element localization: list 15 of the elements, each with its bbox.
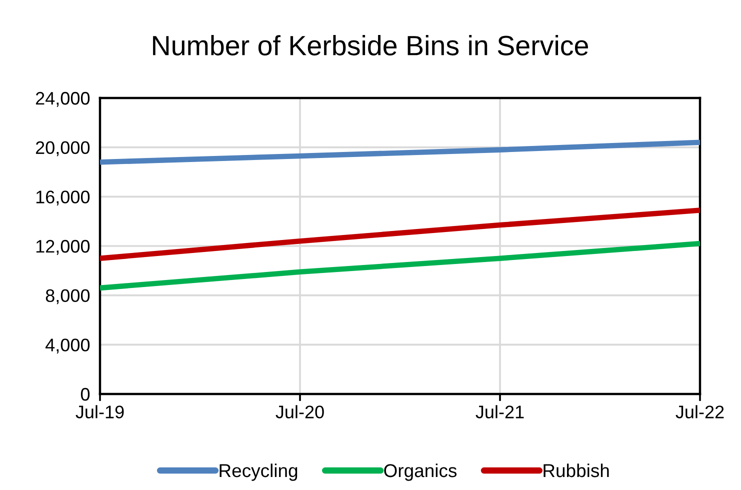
legend-label: Recycling [220,464,298,481]
y-tick-label: 8,000 [46,289,90,304]
chart-title: Number of Kerbside Bins in Service [153,35,588,56]
y-tick-label: 20,000 [36,141,90,156]
x-tick-label: Jul-22 [676,405,724,418]
x-tick-label: Jul-21 [476,405,524,418]
x-tick-label: Jul-19 [76,405,124,418]
y-tick-label: 12,000 [36,240,90,255]
y-tick-label: 16,000 [36,190,90,206]
legend-label: Organics [384,464,457,481]
x-tick-label: Jul-20 [276,405,324,418]
y-tick-label: 0 [80,388,90,401]
y-tick-label: 24,000 [36,92,90,107]
legend-label: Rubbish [544,464,609,478]
y-tick-label: 4,000 [46,338,90,354]
